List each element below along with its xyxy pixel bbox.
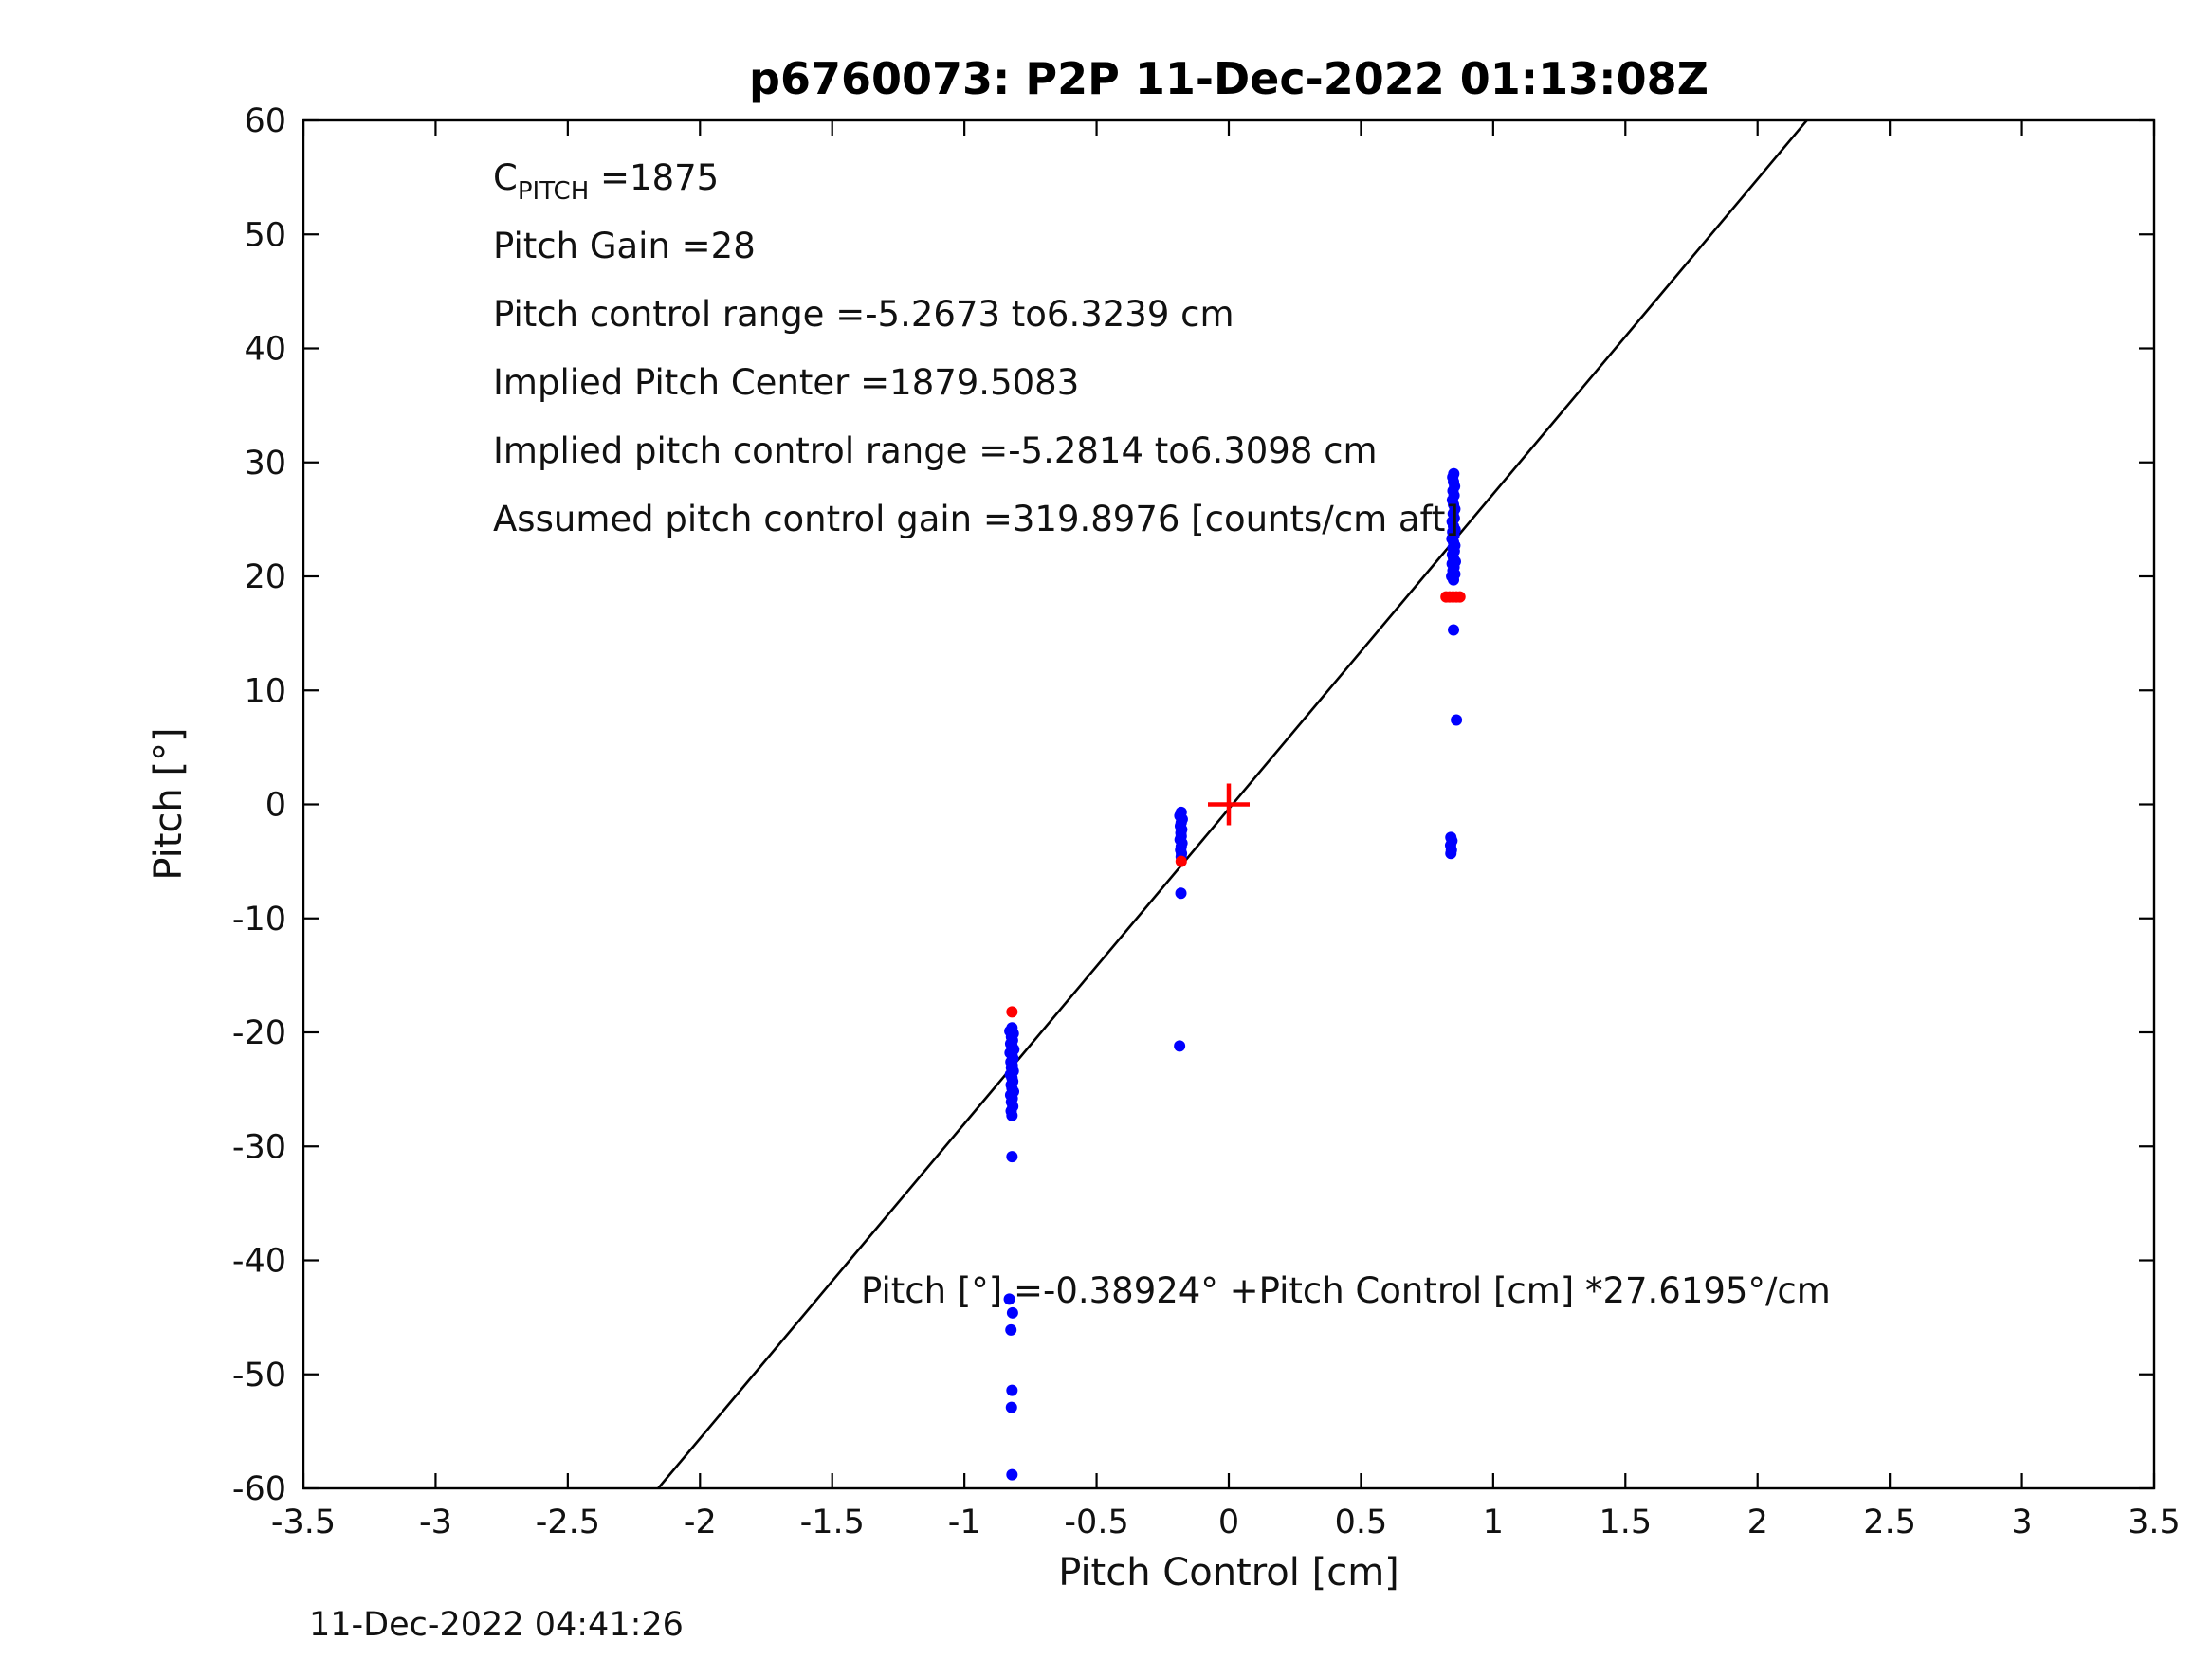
generation-timestamp: 11-Dec-2022 04:41:26 xyxy=(309,1606,684,1644)
svg-text:50: 50 xyxy=(244,216,286,254)
svg-text:0: 0 xyxy=(1218,1504,1239,1541)
svg-text:0: 0 xyxy=(265,787,286,825)
svg-text:2: 2 xyxy=(1747,1504,1768,1541)
annotation-line-assumed-gain: Assumed pitch control gain =319.8976 [co… xyxy=(493,499,1459,539)
svg-text:-40: -40 xyxy=(232,1243,286,1281)
svg-text:30: 30 xyxy=(244,445,286,483)
cpitch-subscript: PITCH xyxy=(517,177,590,206)
cpitch-symbol: C xyxy=(493,157,518,198)
svg-text:1: 1 xyxy=(1483,1504,1504,1541)
svg-text:40: 40 xyxy=(244,331,286,369)
svg-text:-0.5: -0.5 xyxy=(1064,1504,1128,1541)
svg-text:2.5: 2.5 xyxy=(1863,1504,1916,1541)
svg-text:-2: -2 xyxy=(684,1504,717,1541)
svg-text:60: 60 xyxy=(244,102,286,140)
svg-text:20: 20 xyxy=(244,558,286,596)
svg-text:-2.5: -2.5 xyxy=(536,1504,600,1541)
svg-text:-1: -1 xyxy=(948,1504,981,1541)
fit-equation-annotation: Pitch [°] =-0.38924° +Pitch Control [cm]… xyxy=(861,1270,1831,1311)
svg-text:-50: -50 xyxy=(232,1357,286,1395)
svg-text:-60: -60 xyxy=(232,1470,286,1508)
svg-text:-10: -10 xyxy=(232,901,286,939)
chart-title: p6760073: P2P 11-Dec-2022 01:13:08Z xyxy=(749,53,1709,104)
svg-text:-30: -30 xyxy=(232,1128,286,1166)
svg-text:0.5: 0.5 xyxy=(1335,1504,1388,1541)
y-axis-label: Pitch [°] xyxy=(147,727,191,881)
cpitch-value: =1875 xyxy=(589,157,720,198)
x-axis-label: Pitch Control [cm] xyxy=(1058,1551,1399,1595)
svg-text:-20: -20 xyxy=(232,1014,286,1052)
svg-text:-3: -3 xyxy=(419,1504,452,1541)
annotation-line-pitch-gain: Pitch Gain =28 xyxy=(493,226,756,266)
svg-text:-3.5: -3.5 xyxy=(271,1504,336,1541)
fit-parameters-annotation: CPITCH =1875 Pitch Gain =28 Pitch contro… xyxy=(493,144,1459,554)
annotation-line-cpitch: CPITCH =1875 xyxy=(493,144,1459,212)
annotation-line-implied-control-range: Implied pitch control range =-5.2814 to6… xyxy=(493,430,1378,471)
svg-text:3.5: 3.5 xyxy=(2128,1504,2181,1541)
svg-text:1.5: 1.5 xyxy=(1599,1504,1652,1541)
svg-text:10: 10 xyxy=(244,672,286,710)
annotation-line-pitch-control-range: Pitch control range =-5.2673 to6.3239 cm xyxy=(493,294,1234,335)
svg-text:3: 3 xyxy=(2011,1504,2032,1541)
svg-text:-1.5: -1.5 xyxy=(800,1504,865,1541)
annotation-line-implied-pitch-center: Implied Pitch Center =1879.5083 xyxy=(493,362,1080,403)
